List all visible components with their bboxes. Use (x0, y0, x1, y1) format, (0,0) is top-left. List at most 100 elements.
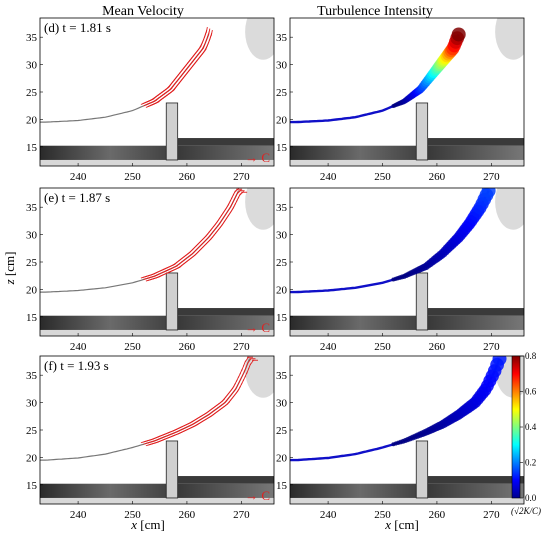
colorbar-label: (√2K/C) (511, 506, 541, 516)
panel-3-velocity: → C 15 20 25 30 35 240 250 260 270 (f) t = 1.93 s (26, 355, 275, 521)
y-tick-label: 20 (276, 284, 288, 296)
x-tick-label: 260 (179, 171, 196, 183)
y-tick-label: 35 (276, 202, 288, 214)
y-tick-label: 25 (276, 257, 288, 269)
y-tick-label: 20 (276, 114, 288, 126)
y-tick-label: 30 (276, 230, 288, 242)
intensity-point (451, 27, 466, 42)
y-tick-label: 30 (26, 230, 38, 242)
y-axis-label: z [cm] (2, 252, 17, 286)
x-axis-label-left: x [cm] (130, 517, 165, 532)
x-axis-label-right: x [cm] (384, 517, 419, 532)
x-tick-label: 270 (483, 171, 500, 183)
vertical-plate (415, 102, 429, 161)
x-tick-label: 240 (320, 341, 337, 353)
y-tick-label: 15 (26, 142, 38, 154)
y-tick-label: 35 (276, 370, 288, 382)
x-tick-label: 250 (374, 171, 391, 183)
flume-floor (40, 483, 274, 498)
vertical-plate (165, 102, 179, 161)
y-tick-label: 35 (26, 32, 38, 44)
background-shading (245, 188, 274, 230)
x-tick-label: 270 (233, 171, 250, 183)
x-tick-label: 240 (320, 509, 337, 521)
y-tick-label: 15 (26, 480, 38, 492)
y-tick-label: 35 (26, 202, 38, 214)
colorbar-tick-label: 0.6 (525, 387, 537, 397)
x-tick-label: 240 (320, 171, 337, 183)
y-tick-label: 15 (276, 480, 288, 492)
velocity-vector (208, 28, 211, 35)
intensity-point (481, 188, 496, 198)
panel-2-intensity: 15 20 25 30 35 240 250 260 270 (276, 187, 525, 353)
background-shading (245, 18, 274, 60)
y-tick-label: 25 (276, 87, 288, 99)
x-tick-label: 250 (124, 341, 141, 353)
x-tick-label: 240 (70, 509, 87, 521)
y-tick-label: 35 (276, 32, 288, 44)
velocity-vector (247, 358, 252, 364)
background-shading (495, 188, 524, 230)
x-tick-label: 260 (179, 509, 196, 521)
vertical-plate (165, 272, 179, 331)
x-tick-label: 270 (233, 341, 250, 353)
reference-arrow-label: → C (245, 488, 270, 503)
y-tick-label: 30 (276, 398, 288, 410)
vertical-plate (415, 272, 429, 331)
y-tick-label: 20 (276, 452, 288, 464)
colorbar: 0.0 0.2 0.4 0.6 0.8 (√2K/C) (511, 351, 541, 516)
colorbar-gradient (511, 355, 521, 499)
x-tick-label: 260 (429, 509, 446, 521)
vertical-plate (165, 440, 179, 499)
reference-arrow-label: → C (245, 320, 270, 335)
x-tick-label: 250 (124, 171, 141, 183)
downstream-step (177, 476, 274, 484)
y-tick-label: 20 (26, 114, 38, 126)
panel-grid: → C 15 20 25 30 35 240 250 260 270 (d) t = 1.81 s 1… (26, 17, 525, 521)
intensity-point (492, 356, 507, 366)
x-tick-label: 240 (70, 341, 87, 353)
free-surface-line (40, 358, 251, 461)
x-tick-label: 250 (374, 509, 391, 521)
x-tick-label: 260 (429, 341, 446, 353)
downstream-step (427, 138, 524, 146)
panel-label: (d) t = 1.81 s (44, 20, 111, 35)
reference-arrow-label: → C (245, 150, 270, 165)
flume-bed (290, 159, 524, 166)
vertical-plate (415, 440, 429, 499)
left-column-title: Mean Velocity (102, 4, 184, 19)
y-tick-label: 30 (26, 60, 38, 72)
y-tick-label: 15 (276, 142, 288, 154)
y-tick-label: 20 (26, 284, 38, 296)
flume-floor (290, 145, 524, 160)
flume-bed (290, 329, 524, 336)
x-tick-label: 270 (233, 509, 250, 521)
x-tick-label: 260 (429, 171, 446, 183)
panel-3-intensity: 15 20 25 30 35 240 250 260 270 (276, 355, 525, 521)
downstream-step (177, 308, 274, 316)
flume-floor (40, 145, 274, 160)
panel-label: (f) t = 1.93 s (44, 358, 109, 373)
y-tick-label: 20 (26, 452, 38, 464)
downstream-step (177, 138, 274, 146)
x-tick-label: 270 (483, 509, 500, 521)
y-tick-label: 15 (26, 312, 38, 324)
flume-bed (40, 497, 274, 504)
velocity-vector (244, 356, 250, 363)
y-tick-label: 25 (26, 257, 38, 269)
flume-floor (290, 315, 524, 330)
downstream-step (427, 308, 524, 316)
flume-floor (40, 315, 274, 330)
panel-1-velocity: → C 15 20 25 30 35 240 250 260 270 (d) t = 1.81 s (26, 17, 275, 183)
y-tick-label: 35 (26, 370, 38, 382)
panel-1-intensity: 15 20 25 30 35 240 250 260 270 (276, 17, 525, 183)
velocity-vector (210, 29, 213, 37)
x-tick-label: 250 (374, 341, 391, 353)
y-tick-label: 25 (276, 425, 288, 437)
x-tick-label: 250 (124, 509, 141, 521)
background-shading (495, 18, 524, 60)
velocity-vector (205, 26, 208, 34)
y-tick-label: 30 (26, 398, 38, 410)
y-tick-label: 25 (26, 425, 38, 437)
